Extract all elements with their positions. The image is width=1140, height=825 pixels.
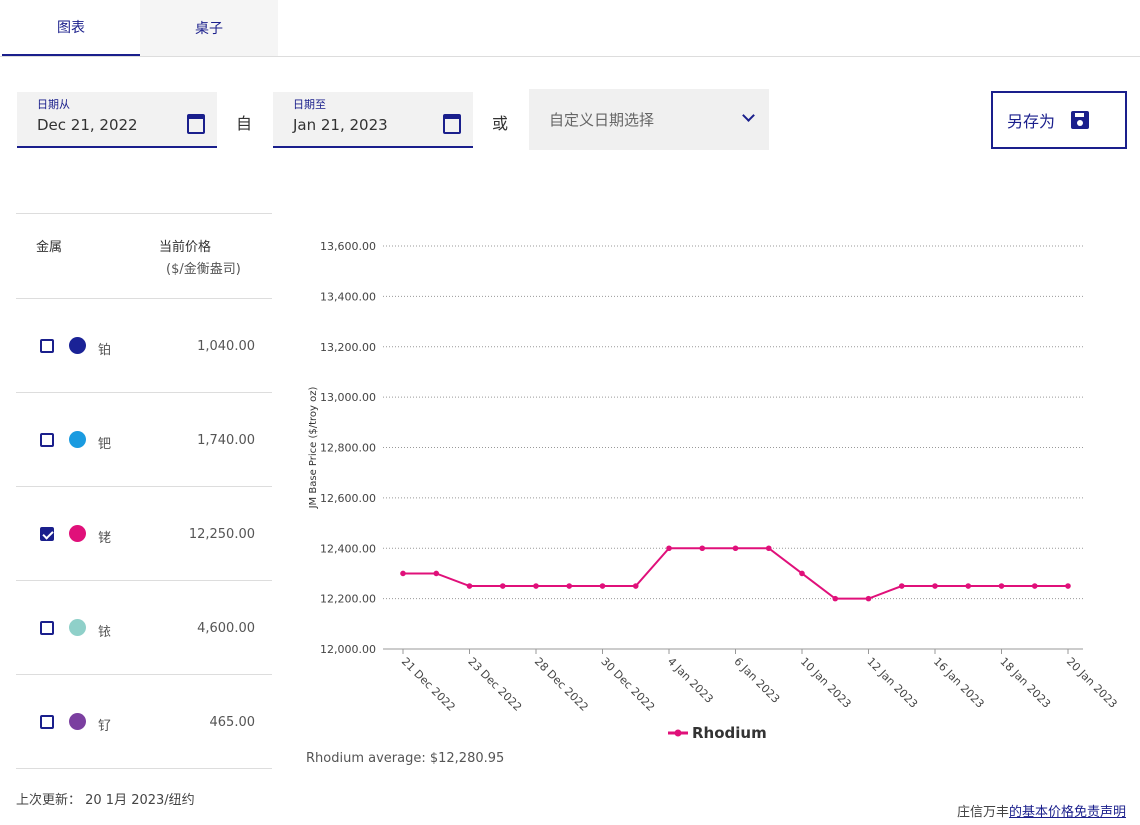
y-tick-label: 13,200.00 (320, 341, 376, 354)
disclaimer-link[interactable]: 的基本价格免责声明 (1008, 805, 1126, 820)
metal-price: 465.00 (209, 715, 256, 730)
y-tick-label: 12,400.00 (320, 542, 376, 555)
data-point (433, 570, 440, 577)
custom-date-select-value: 自定义日期选择 (549, 111, 655, 129)
metal-price: 12,250.00 (188, 527, 255, 542)
y-axis-label: JM Base Price ($/troy oz) (308, 387, 319, 510)
data-point (466, 583, 473, 589)
metal-price: 4,600.00 (197, 621, 255, 636)
metal-price: 1,040.00 (197, 339, 255, 354)
y-tick-label: 13,600.00 (320, 240, 376, 253)
save-as-label: 另存为 (1007, 112, 1056, 131)
metal-color-dot (69, 431, 86, 448)
metal-name: 铂 (98, 343, 112, 358)
tab-bar: 图表 桌子 (0, 0, 1140, 57)
data-point (932, 583, 938, 589)
data-point (965, 583, 972, 589)
data-point (799, 570, 805, 577)
metal-name: 铱 (98, 625, 112, 640)
x-tick-label: 16 Jan 2023 (931, 655, 987, 711)
series-line-rhodium (403, 547, 1068, 600)
data-point (865, 595, 872, 602)
save-icon (1071, 111, 1090, 129)
data-point (898, 583, 905, 589)
metal-price: 1,740.00 (197, 433, 255, 448)
date-from-field[interactable]: 日期从 Dec 21, 2022 (17, 92, 217, 148)
col-price: 当前价格 (159, 240, 212, 255)
disclaimer: 庄信万丰的基本价格免责声明 (957, 801, 1126, 820)
x-tick-label: 20 Jan 2023 (1064, 655, 1120, 711)
x-tick-label: 6 Jan 2023 (731, 655, 782, 706)
y-tick-label: 12,200.00 (320, 593, 376, 606)
y-tick-label: 13,000.00 (320, 391, 376, 404)
x-tick-label: 28 Dec 2022 (532, 655, 591, 714)
custom-date-select[interactable]: 自定义日期选择 (529, 89, 769, 150)
date-to-field[interactable]: 日期至 Jan 21, 2023 (273, 92, 473, 148)
calendar-icon[interactable] (443, 114, 461, 134)
metal-name: 铑 (98, 531, 112, 546)
legend-label: Rhodium (692, 724, 767, 742)
col-unit: ($/金衡盎司) (166, 262, 241, 277)
x-tick-label: 21 Dec 2022 (399, 655, 458, 714)
data-point (632, 583, 639, 589)
metal-color-dot (69, 713, 86, 730)
metal-checkbox[interactable] (40, 621, 54, 635)
metal-color-dot (69, 619, 86, 636)
date-to-value[interactable]: Jan 21, 2023 (293, 116, 388, 134)
y-tick-label: 12,800.00 (320, 442, 376, 455)
data-point (566, 583, 573, 589)
metal-checkbox[interactable] (40, 433, 54, 447)
y-tick-label: 13,400.00 (320, 290, 376, 303)
x-tick-label: 4 Jan 2023 (665, 655, 716, 706)
table-header: 金属 当前价格 ($/金衡盎司) (16, 213, 272, 299)
table-row: 铑 12,250.00 (16, 487, 272, 581)
save-as-button[interactable]: 另存为 (991, 91, 1127, 149)
metal-name: 钌 (98, 719, 112, 734)
x-tick-label: 30 Dec 2022 (598, 655, 657, 714)
data-point (400, 570, 406, 577)
metal-color-dot (69, 337, 86, 354)
tab-chart[interactable]: 图表 (2, 0, 140, 56)
metal-color-dot (69, 525, 86, 542)
tab-table[interactable]: 桌子 (140, 0, 278, 56)
date-to-label: 日期至 (293, 98, 326, 111)
table-row: 铂 1,040.00 (16, 299, 272, 393)
to-separator: 自 (236, 114, 253, 133)
metal-name: 钯 (98, 437, 112, 452)
table-row: 钯 1,740.00 (16, 393, 272, 487)
x-tick-label: 10 Jan 2023 (798, 655, 854, 711)
or-separator: 或 (492, 114, 509, 133)
table-row: 铱 4,600.00 (16, 581, 272, 675)
data-point (533, 583, 539, 589)
legend-marker-dot (674, 729, 682, 737)
data-point (732, 545, 739, 552)
data-point (666, 545, 672, 552)
data-point (1031, 583, 1038, 589)
data-point (699, 545, 706, 552)
y-tick-label: 12,000.00 (320, 643, 376, 656)
average-text: Rhodium average: $12,280.95 (306, 751, 505, 766)
y-tick-label: 12,600.00 (320, 492, 376, 505)
last-update: 上次更新： 20 1月 2023/纽约 (16, 793, 195, 808)
data-point (1065, 583, 1071, 589)
x-tick-label: 23 Dec 2022 (465, 655, 524, 714)
data-point (998, 583, 1005, 589)
table-row: 钌 465.00 (16, 675, 272, 769)
col-metal: 金属 (36, 240, 63, 255)
data-point (499, 583, 506, 589)
metal-checkbox[interactable] (40, 715, 54, 729)
x-tick-label: 12 Jan 2023 (864, 655, 920, 711)
calendar-icon[interactable] (187, 114, 205, 134)
data-point (599, 583, 606, 589)
data-point (765, 545, 772, 552)
date-from-value[interactable]: Dec 21, 2022 (37, 116, 138, 134)
metal-checkbox[interactable] (40, 527, 54, 541)
metal-checkbox[interactable] (40, 339, 54, 353)
x-tick-label: 18 Jan 2023 (997, 655, 1053, 711)
metals-table: 金属 当前价格 ($/金衡盎司) 铂 1,040.00 钯 1,740.00 铑… (16, 213, 272, 769)
disclaimer-prefix: 庄信万丰 (956, 805, 1009, 820)
date-from-label: 日期从 (37, 98, 70, 111)
data-point (832, 595, 839, 602)
